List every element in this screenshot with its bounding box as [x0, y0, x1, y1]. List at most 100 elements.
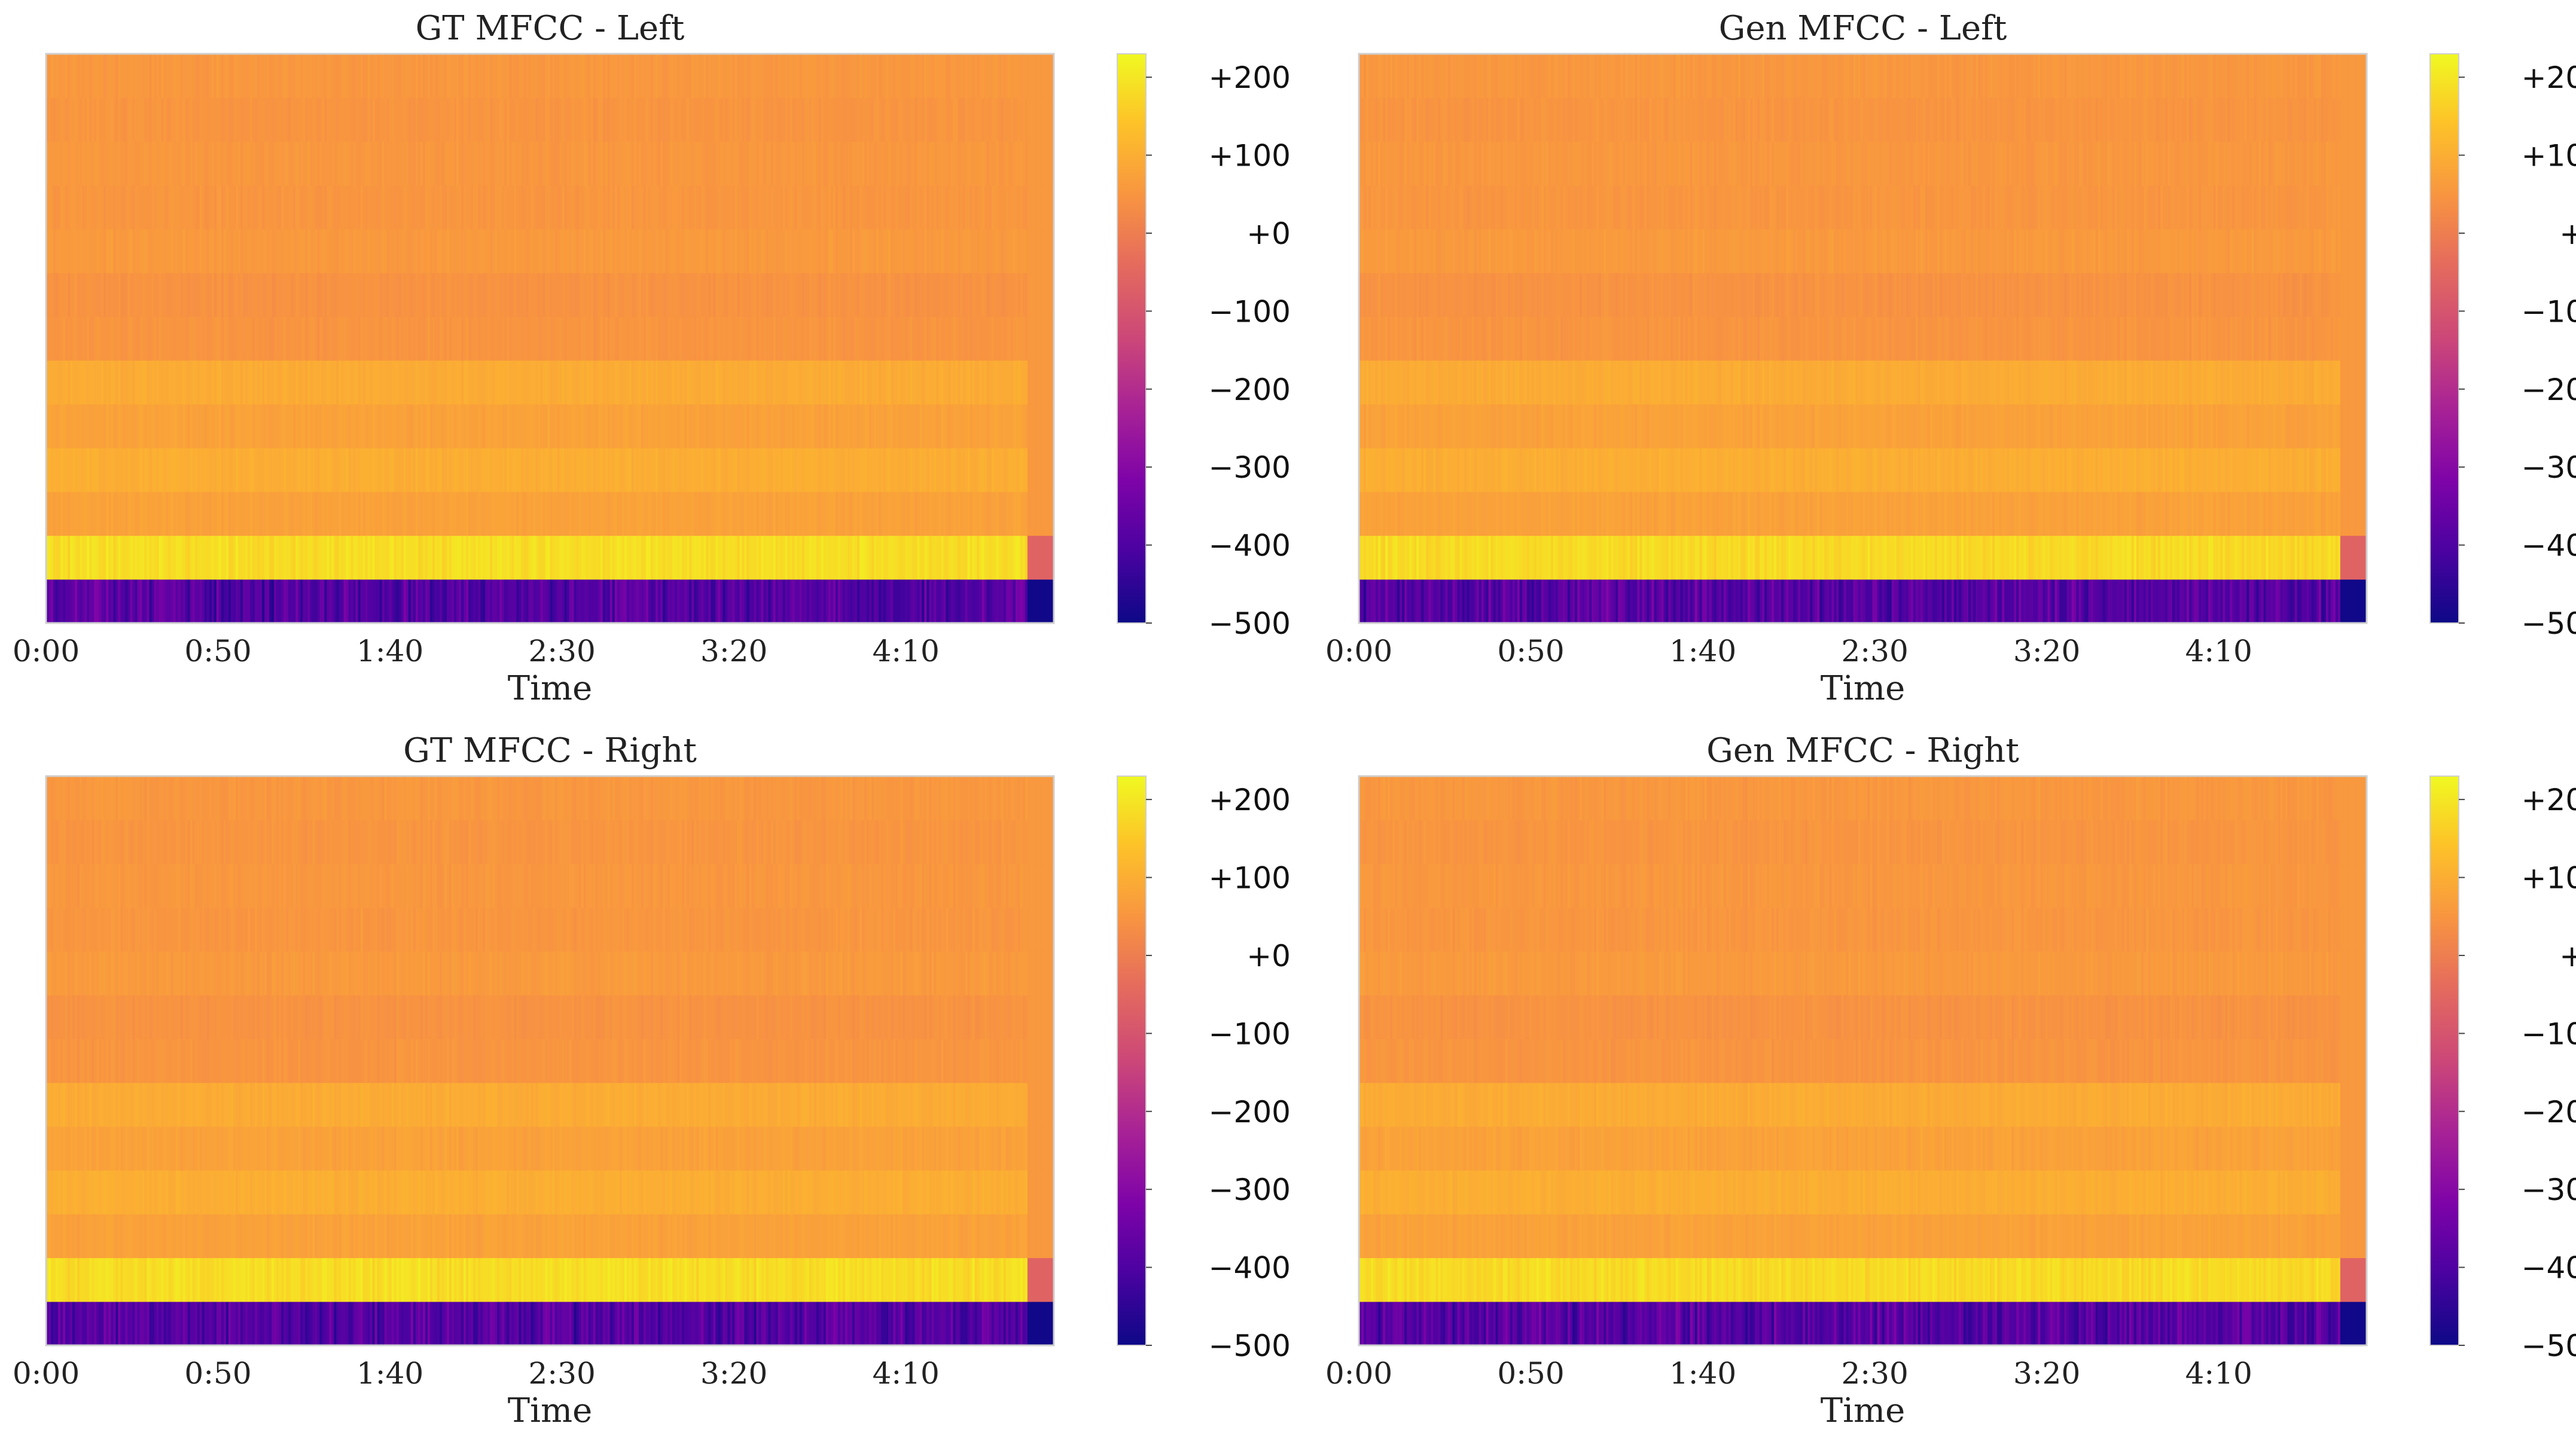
heatmap-cell: [905, 54, 908, 98]
heatmap-cell: [938, 404, 941, 448]
heatmap-cell: [72, 448, 75, 492]
heatmap-cell: [730, 448, 733, 492]
heatmap-cell: [555, 361, 558, 405]
heatmap-cell: [435, 141, 438, 185]
heatmap-cell: [746, 141, 749, 185]
heatmap-cell: [586, 536, 589, 580]
heatmap-cell: [317, 273, 320, 317]
heatmap-cell: [523, 316, 526, 361]
heatmap-cell: [538, 54, 541, 98]
heatmap-cell: [790, 97, 793, 142]
heatmap-cell: [888, 273, 891, 317]
heatmap-cell: [660, 536, 663, 580]
heatmap-cell: [757, 404, 760, 448]
heatmap-cell: [224, 54, 227, 98]
heatmap-cell: [871, 536, 874, 580]
heatmap-cell: [759, 54, 762, 98]
heatmap-cell: [504, 579, 507, 624]
heatmap-cell: [553, 185, 556, 230]
heatmap-cell: [562, 273, 565, 317]
heatmap-cell: [883, 316, 886, 361]
heatmap-cell: [382, 185, 385, 230]
heatmap-cell: [487, 448, 490, 492]
heatmap-cell: [255, 97, 258, 142]
heatmap-cell: [804, 404, 807, 448]
heatmap-cell: [300, 316, 303, 361]
heatmap-cell: [171, 54, 174, 98]
heatmap-cell: [370, 54, 373, 98]
heatmap-cell: [276, 185, 279, 230]
heatmap-cell: [365, 185, 368, 230]
heatmap-cell: [526, 141, 529, 185]
heatmap-cell: [58, 229, 61, 273]
heatmap-cell: [125, 491, 128, 536]
heatmap-cell: [319, 361, 322, 405]
heatmap-cell: [547, 579, 550, 624]
heatmap-cell: [60, 448, 63, 492]
heatmap-cell: [466, 491, 469, 536]
heatmap-cell: [624, 229, 627, 273]
heatmap-cell: [303, 448, 306, 492]
heatmap-cell: [87, 361, 90, 405]
heatmap-cell: [703, 316, 706, 361]
heatmap-cell: [288, 536, 291, 580]
heatmap-cell: [682, 404, 685, 448]
heatmap-cell: [504, 448, 507, 492]
heatmap-cell: [639, 97, 642, 142]
heatmap-cell: [725, 54, 728, 98]
heatmap-cell: [511, 448, 514, 492]
heatmap-cell: [727, 229, 730, 273]
heatmap-cell: [814, 54, 817, 98]
heatmap-cell: [555, 141, 558, 185]
heatmap-cell: [898, 316, 901, 361]
heatmap-cell: [617, 141, 620, 185]
heatmap-cell: [173, 54, 176, 98]
heatmap-cell: [274, 448, 277, 492]
heatmap-cell: [845, 579, 848, 624]
heatmap-cell: [317, 491, 320, 536]
heatmap-cell: [759, 141, 762, 185]
heatmap-cell: [905, 97, 908, 142]
heatmap-cell: [656, 97, 659, 142]
heatmap-cell: [703, 361, 706, 405]
heatmap-cell: [593, 54, 596, 98]
heatmap-cell: [773, 97, 776, 142]
heatmap-cell: [579, 448, 582, 492]
heatmap-cell: [545, 185, 548, 230]
heatmap-cell: [288, 273, 291, 317]
heatmap-cell: [279, 404, 282, 448]
heatmap-cell: [219, 491, 222, 536]
heatmap-cell: [130, 491, 133, 536]
heatmap-cell: [795, 536, 798, 580]
heatmap-cell: [579, 536, 582, 580]
heatmap-cell: [547, 97, 550, 142]
heatmap-cell: [53, 97, 56, 142]
heatmap-cell: [408, 361, 411, 405]
heatmap-cell: [361, 54, 364, 98]
heatmap-cell: [87, 229, 90, 273]
heatmap-cell: [785, 491, 788, 536]
heatmap-cell: [243, 404, 246, 448]
heatmap-cell: [713, 54, 716, 98]
heatmap-cell: [624, 404, 627, 448]
heatmap-cell: [48, 579, 51, 624]
heatmap-cell: [612, 491, 615, 536]
heatmap-cell: [125, 448, 128, 492]
heatmap-cell: [423, 536, 426, 580]
heatmap-cell: [941, 273, 944, 317]
heatmap-cell: [821, 273, 824, 317]
heatmap-cell: [406, 404, 409, 448]
heatmap-cell: [106, 141, 109, 185]
heatmap-cell: [123, 97, 126, 142]
heatmap-cell: [238, 361, 241, 405]
heatmap-cell: [161, 54, 164, 98]
heatmap-cell: [236, 536, 239, 580]
heatmap-cell: [627, 54, 630, 98]
heatmap-cell: [605, 536, 608, 580]
heatmap-cell: [922, 54, 925, 98]
heatmap-cell: [82, 404, 85, 448]
heatmap-cell: [931, 316, 934, 361]
heatmap-cell: [941, 579, 944, 624]
heatmap-cell: [185, 273, 188, 317]
heatmap-cell: [723, 404, 725, 448]
